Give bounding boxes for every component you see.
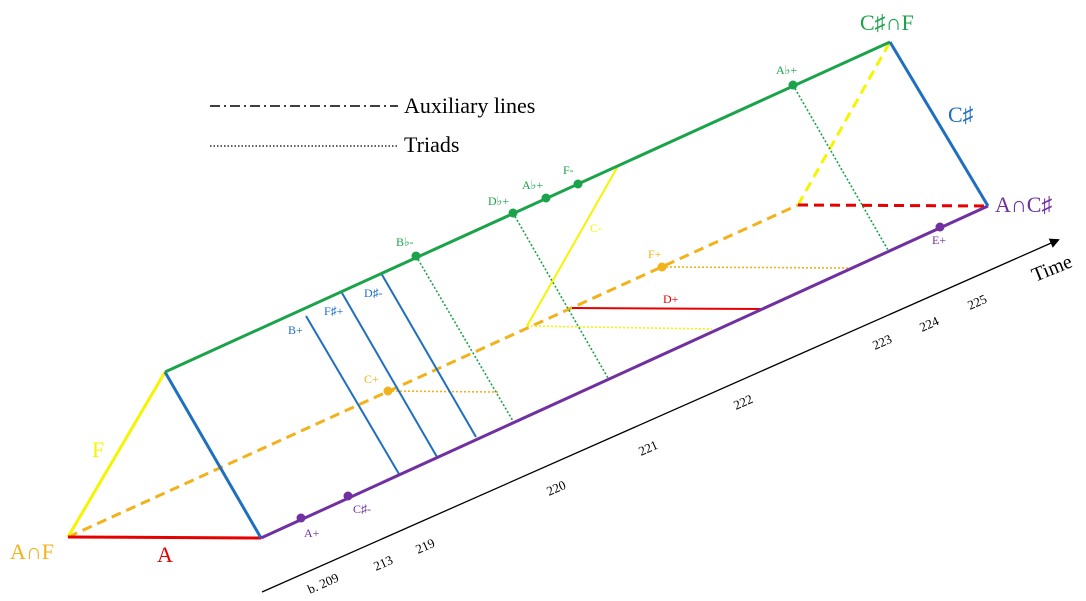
segment-d-plus [571, 307, 763, 310]
label-c-minus: C- [590, 221, 602, 235]
label-a-flat-plus-2: A♭+ [776, 63, 797, 77]
label-c-plus: C+ [364, 372, 379, 386]
label-a-flat-plus-1: A♭+ [522, 178, 543, 192]
dot-e-plus [935, 222, 945, 232]
label-b-plus: B+ [288, 323, 303, 337]
label-f-sharp-plus: F♯+ [324, 304, 344, 318]
vertex-label-a-and-f: A∩F [10, 539, 54, 564]
dot-c-plus [383, 386, 393, 396]
edge-a [67, 535, 262, 540]
connector-f-plus [661, 266, 849, 269]
legend-auxiliary-label: Auxiliary lines [404, 93, 535, 118]
time-axis-label: Time [1029, 251, 1076, 287]
label-d-plus: D+ [663, 292, 679, 306]
tick-label-222: 222 [731, 391, 755, 413]
connector-c-plus [387, 390, 499, 393]
hidden-orange-edge [67, 203, 799, 539]
dot-a-flat-plus-1 [541, 193, 551, 203]
dot-d-flat-plus [508, 208, 518, 218]
vertex-label-c-sharp-and-f: C♯∩F [860, 10, 914, 35]
label-d-flat-plus: D♭+ [488, 194, 509, 208]
dot-a-flat-plus-2 [788, 80, 798, 90]
time-axis-line [261, 238, 1060, 593]
edge-label-a: A [157, 542, 173, 567]
connector-b-flat-minus [415, 255, 514, 422]
label-d-sharp-minus: D♯- [364, 286, 383, 300]
edge-f [66, 371, 167, 538]
tick-label-213: 213 [371, 552, 395, 574]
dot-a-plus [296, 513, 306, 523]
segment-c-minus [526, 165, 619, 327]
dot-f-minus [573, 179, 583, 189]
label-a-plus: A+ [304, 526, 320, 540]
section-b-plus [305, 315, 400, 475]
hidden-red-edge [797, 203, 989, 208]
edge-label-c-sharp: C♯ [948, 102, 974, 127]
tick-label-b209: b. 209 [305, 570, 341, 597]
edge-bottom-purple [260, 204, 989, 540]
label-b-flat-minus: B♭- [396, 235, 414, 249]
hidden-yellow-edge [796, 41, 892, 206]
label-f-plus: F+ [648, 247, 662, 261]
dot-b-flat-minus [411, 251, 421, 261]
edge-front-blue [163, 371, 263, 539]
time-axis: Time b. 209 213 219 220 221 222 223 224 … [261, 238, 1076, 597]
legend-triads-label: Triads [404, 132, 459, 157]
section-d-sharp-minus [380, 272, 477, 438]
tick-label-219: 219 [413, 535, 437, 557]
label-c-sharp-minus: C♯- [353, 502, 371, 516]
tick-label-223: 223 [870, 331, 894, 353]
edge-top-green [164, 40, 891, 374]
connector-d-flat-plus [512, 212, 609, 379]
legend: Auxiliary lines Triads [210, 93, 535, 157]
tick-label-221: 221 [636, 437, 660, 459]
triad-dots [296, 80, 945, 523]
label-f-minus: F- [563, 163, 574, 177]
triad-connectors [387, 84, 889, 422]
edge-label-f: F [92, 437, 104, 462]
connector-a-flat-plus-2 [792, 84, 889, 251]
dot-c-sharp-minus [343, 491, 353, 501]
tick-label-225: 225 [965, 291, 989, 313]
vertex-label-a-and-c-sharp: A∩C♯ [995, 192, 1052, 217]
connector-c-minus [526, 325, 713, 330]
tick-label-224: 224 [917, 313, 941, 335]
section-f-sharp-plus [341, 292, 438, 458]
label-e-plus: E+ [932, 233, 946, 247]
dot-f-plus [657, 262, 667, 272]
tick-label-220: 220 [544, 477, 568, 499]
edge-c-sharp [888, 41, 990, 207]
